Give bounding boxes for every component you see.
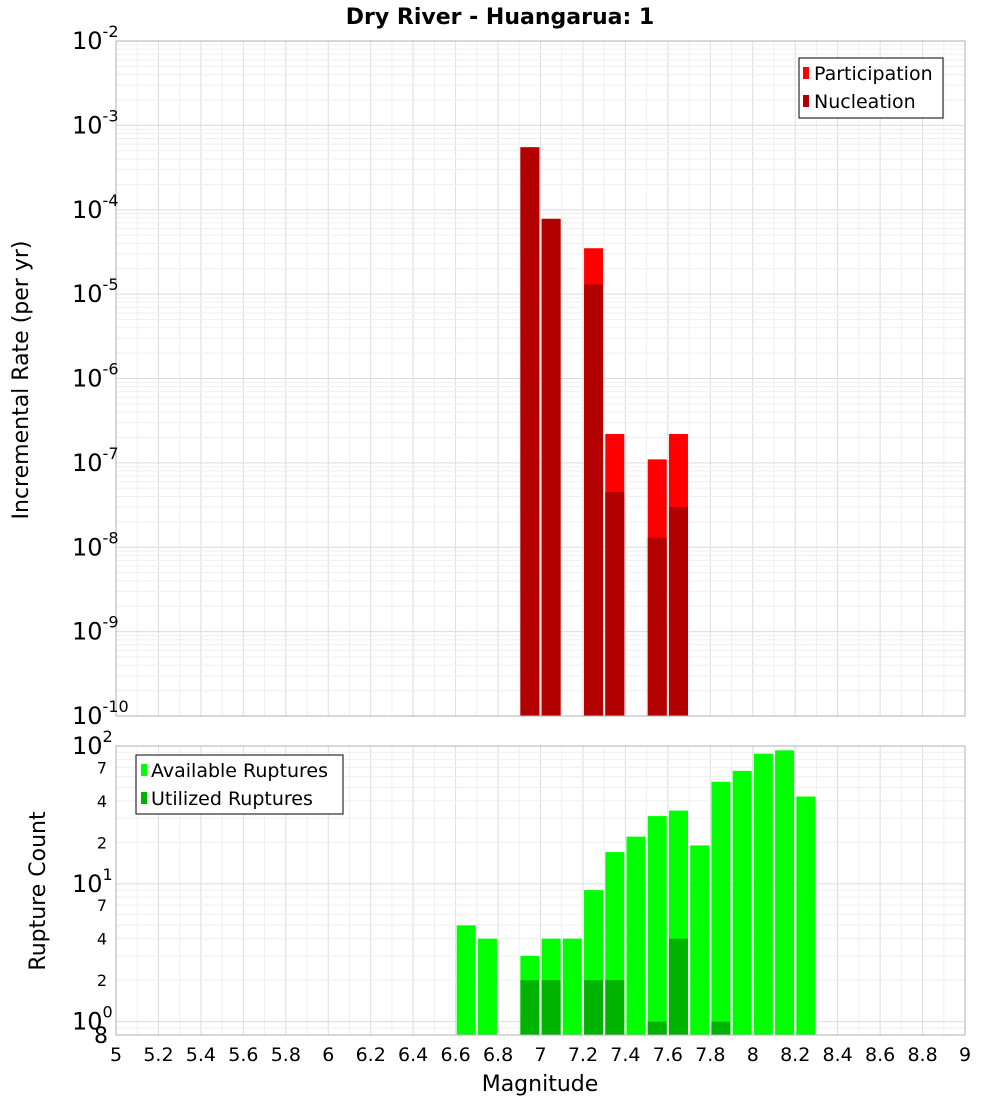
bar [796, 796, 816, 1035]
x-tick-label: 7.6 [653, 1044, 683, 1066]
bar [732, 770, 752, 1035]
legend-label: Available Ruptures [151, 760, 328, 782]
x-tick-label: 8.2 [780, 1044, 810, 1066]
y-minor-tick-label: 4 [97, 792, 107, 811]
y-tick-labels: 100 101 102 8 2 4 7 2 4 7 [72, 727, 113, 1049]
y-tick-label: 10-3 [72, 106, 119, 139]
x-tick-label: 7.4 [610, 1044, 640, 1066]
bar [711, 1021, 731, 1035]
x-tick-label: 5.2 [143, 1044, 173, 1066]
legend: Participation Nucleation [798, 57, 944, 119]
chart-title: Dry River - Huangarua: 1 [346, 5, 654, 30]
x-tick-label: 5 [110, 1044, 122, 1066]
y-tick-label: 10-5 [72, 275, 119, 308]
y-minor-tick-label: 7 [97, 896, 107, 915]
y-tick-label: 10-7 [72, 444, 119, 477]
y-tick-label: 10-8 [72, 528, 119, 561]
y-tick-label: 10-9 [72, 613, 119, 646]
x-tick-label: 7 [534, 1044, 546, 1066]
bar [668, 506, 688, 716]
legend-box [798, 57, 944, 119]
y-minor-tick-label: 2 [97, 833, 107, 852]
legend: Available Ruptures Utilized Ruptures [135, 754, 344, 815]
y-minor-tick-label: 4 [97, 930, 107, 949]
y-tick-label: 10-10 [72, 697, 129, 730]
top-y-axis-label: Incremental Rate (per yr) [9, 241, 34, 520]
bar [456, 925, 476, 1035]
x-tick-label: 7.2 [568, 1044, 598, 1066]
legend-swatch [141, 792, 147, 804]
bar [647, 1021, 667, 1035]
bar [541, 218, 561, 716]
legend-box [135, 754, 344, 815]
bar [520, 147, 540, 717]
x-tick-label: 5.6 [228, 1044, 258, 1066]
x-tick-label: 6.4 [398, 1044, 428, 1066]
bar [668, 938, 688, 1035]
bar [647, 816, 667, 1035]
bar [520, 980, 540, 1035]
x-tick-label: 6.6 [440, 1044, 470, 1066]
plot-frame [115, 40, 966, 717]
bar [584, 980, 604, 1035]
bar [584, 284, 604, 716]
y-tick-label: 10-4 [72, 191, 119, 224]
bar [775, 750, 795, 1035]
x-tick-labels: 5 5.2 5.4 5.6 5.8 6 6.2 6.4 6.6 6.8 7 7.2 7.4 7.6 7.8 8… [110, 1044, 971, 1066]
x-axis-label: Magnitude [482, 1072, 599, 1097]
y-minor-tick-label: 8 [94, 1024, 108, 1049]
legend-swatch [803, 67, 809, 79]
series-nucleation [520, 147, 688, 717]
x-tick-label: 6.2 [356, 1044, 386, 1066]
legend-label: Participation [814, 63, 933, 85]
bar [477, 938, 497, 1035]
y-major-tick-label: 100 [72, 1003, 113, 1036]
bar [647, 537, 667, 716]
series-utilized-ruptures [520, 938, 731, 1035]
x-tick-label: 8.4 [823, 1044, 853, 1066]
bar [711, 781, 731, 1035]
bar [605, 492, 625, 716]
x-tick-label: 6 [322, 1044, 334, 1066]
rupture-count-plot: 100 101 102 8 2 4 7 2 4 7 5 5.2 5.4 5.6 5.8 6 6.2 6.4 6.6 6… [72, 727, 971, 1066]
plot-frame [115, 745, 966, 1036]
bar [626, 836, 646, 1035]
x-tick-label: 8 [747, 1044, 759, 1066]
x-tick-label: 8.8 [907, 1044, 937, 1066]
bar [562, 938, 582, 1035]
legend-swatch [803, 95, 809, 107]
y-tick-label: 10-2 [72, 22, 119, 55]
rate-plot: 10-10 10-9 10-8 10-7 10-6 10-5 10-4 10-3 10-2 Par… [72, 22, 966, 730]
legend-swatch [141, 764, 147, 776]
legend-label: Nucleation [814, 91, 916, 113]
y-major-tick-label: 101 [72, 865, 113, 898]
x-tick-label: 9 [959, 1044, 971, 1066]
x-tick-label: 5.8 [271, 1044, 301, 1066]
y-tick-labels: 10-10 10-9 10-8 10-7 10-6 10-5 10-4 10-3 10-2 [72, 22, 129, 730]
y-minor-tick-label: 2 [97, 971, 107, 990]
x-tick-label: 8.6 [865, 1044, 895, 1066]
y-tick-label: 10-6 [72, 360, 119, 393]
x-tick-label: 6.8 [483, 1044, 513, 1066]
bar [541, 980, 561, 1035]
x-tick-label: 7.8 [695, 1044, 725, 1066]
bar [605, 980, 625, 1035]
bar [690, 845, 710, 1035]
bottom-y-axis-label: Rupture Count [26, 811, 51, 971]
y-minor-tick-label: 7 [97, 758, 107, 777]
bar [753, 753, 773, 1035]
legend-label: Utilized Ruptures [151, 788, 313, 810]
x-tick-label: 5.4 [186, 1044, 216, 1066]
y-major-tick-label: 102 [72, 727, 113, 760]
